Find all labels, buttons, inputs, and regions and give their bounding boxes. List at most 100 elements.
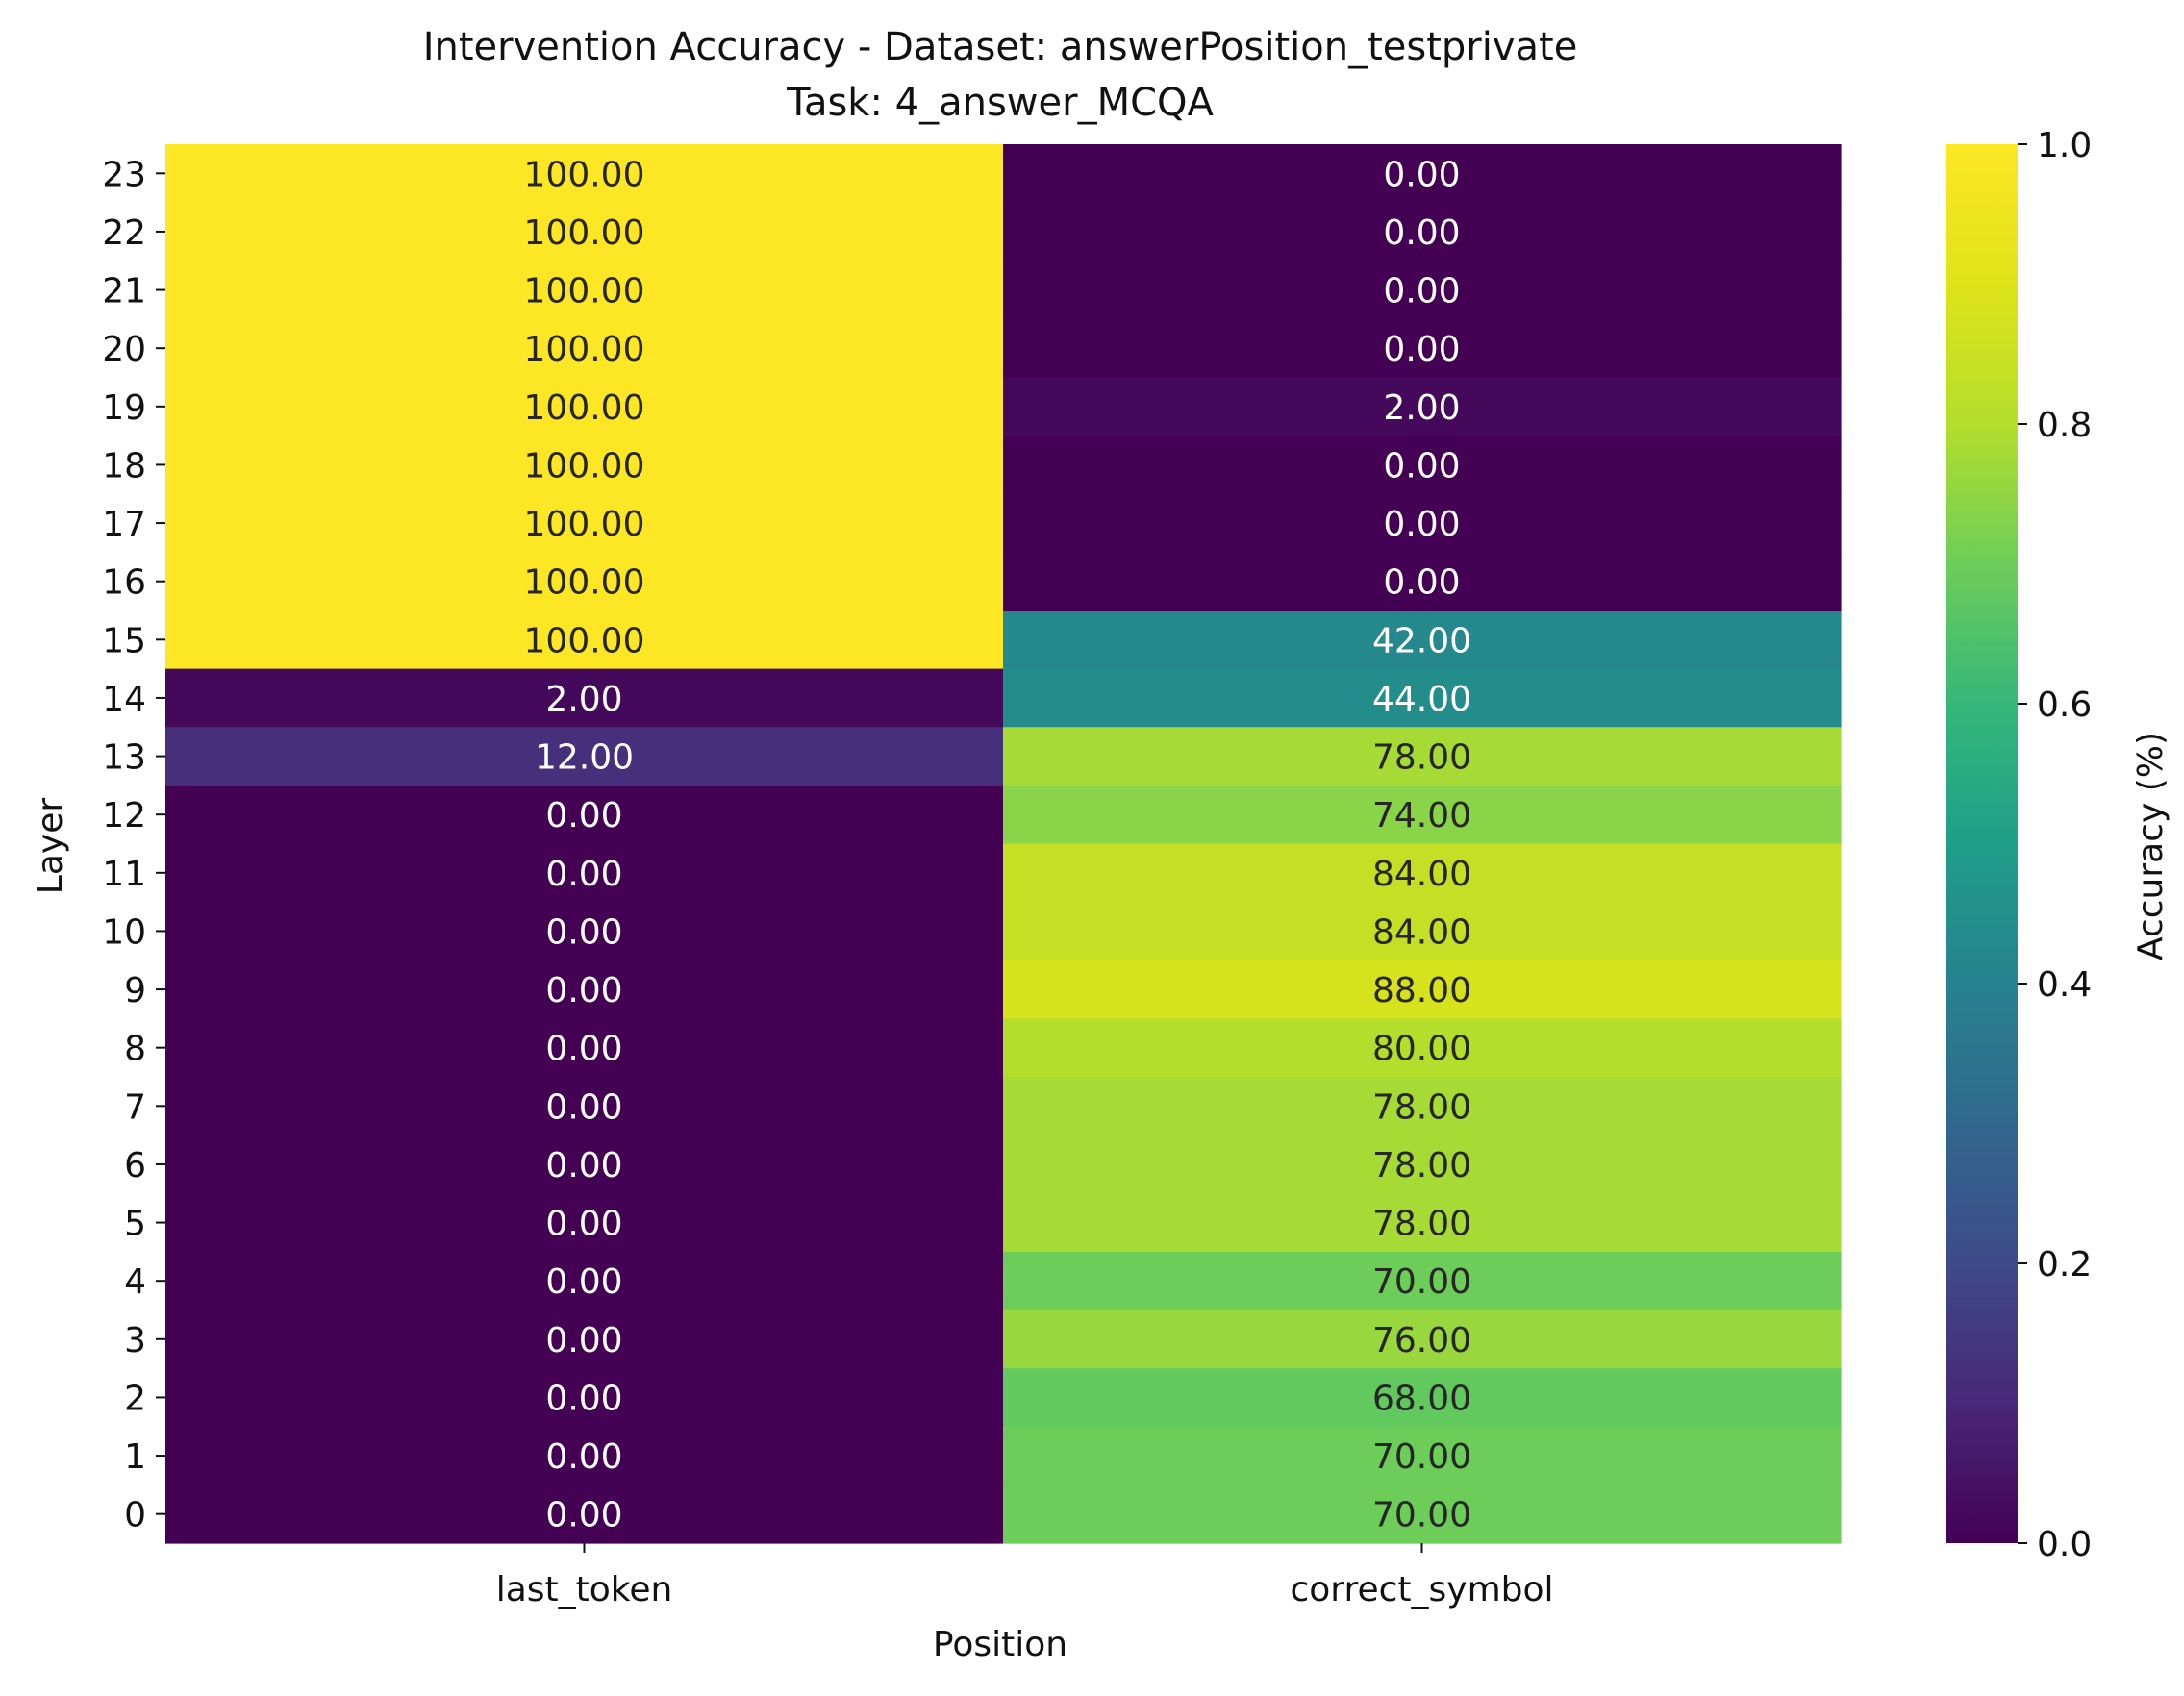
colorbar-label: Accuracy (%) [2131, 732, 2171, 960]
colorbar-tick-label: 1.0 [2037, 126, 2092, 165]
cell-value-label: 0.00 [545, 1146, 622, 1185]
heatmap-cell [165, 785, 1004, 845]
heatmap-cell [165, 1251, 1004, 1311]
cell-value-label: 100.00 [524, 446, 645, 486]
heatmap-cell [1003, 611, 1842, 670]
cell-value-label: 44.00 [1372, 680, 1471, 719]
cell-value-label: 100.00 [524, 388, 645, 428]
y-tick-label: 16 [102, 563, 146, 603]
heatmap-cell [165, 552, 1004, 611]
cell-value-label: 100.00 [524, 330, 645, 369]
heatmap-cell [1003, 960, 1842, 1019]
cell-value-label: 0.00 [1383, 563, 1460, 603]
cell-value-label: 0.00 [545, 1030, 622, 1069]
colorbar-gradient [1946, 144, 2018, 1543]
heatmap-cell [1003, 436, 1842, 495]
cell-value-label: 0.00 [545, 1437, 622, 1477]
heatmap-cell [165, 668, 1004, 728]
colorbar-tick-label: 0.8 [2037, 406, 2092, 445]
y-tick-label: 2 [124, 1379, 146, 1418]
cell-value-label: 100.00 [524, 155, 645, 194]
heatmap-cell [1003, 493, 1842, 553]
heatmap-cell [1003, 668, 1842, 728]
y-tick-label: 4 [124, 1262, 146, 1302]
y-tick-label: 11 [102, 855, 146, 894]
heatmap-cell [165, 611, 1004, 670]
colorbar: 0.0 0.2 0.4 0.6 0.8 1.0 [1946, 126, 2092, 1564]
cell-value-label: 0.00 [545, 1496, 622, 1535]
colorbar-tick-label: 0.0 [2037, 1525, 2092, 1564]
cell-value-label: 100.00 [524, 272, 645, 312]
heatmap-cell [165, 493, 1004, 553]
y-tick-label: 22 [102, 213, 146, 253]
y-tick-label: 15 [102, 621, 146, 661]
cell-value-label: 2.00 [1383, 388, 1460, 428]
cell-value-label: 0.00 [1383, 330, 1460, 369]
cell-value-label: 70.00 [1372, 1262, 1471, 1302]
chart-subtitle: Task: 4_answer_MCQA [786, 81, 1214, 125]
colorbar-tick-label: 0.4 [2037, 965, 2092, 1005]
heatmap-cell [1003, 377, 1842, 436]
y-tick-label: 5 [124, 1205, 146, 1244]
heatmap-cell [1003, 1484, 1842, 1544]
y-tick-label: 21 [102, 272, 146, 312]
cell-value-label: 100.00 [524, 621, 645, 661]
heatmap-cell [165, 1018, 1004, 1078]
cell-value-label: 80.00 [1372, 1030, 1471, 1069]
heatmap-cell [165, 377, 1004, 436]
cell-value-label: 84.00 [1372, 912, 1471, 952]
x-axis-label: Position [933, 1625, 1067, 1664]
cell-value-label: 0.00 [1383, 155, 1460, 194]
heatmap-cell [165, 960, 1004, 1019]
cell-value-label: 78.00 [1372, 1146, 1471, 1185]
heatmap-cell [1003, 552, 1842, 611]
cell-value-label: 100.00 [524, 563, 645, 603]
heatmap-cell [1003, 144, 1842, 204]
heatmap-cell [1003, 261, 1842, 320]
cell-value-label: 70.00 [1372, 1437, 1471, 1477]
y-tick-label: 20 [102, 330, 146, 369]
cell-value-label: 0.00 [545, 912, 622, 952]
chart-title: Intervention Accuracy - Dataset: answerP… [423, 25, 1578, 69]
cell-value-label: 68.00 [1372, 1379, 1471, 1418]
heatmap-cell [1003, 727, 1842, 786]
y-tick-label: 7 [124, 1087, 146, 1127]
heatmap-cell [165, 727, 1004, 786]
heatmap-cell [165, 202, 1004, 262]
cell-value-label: 0.00 [1383, 446, 1460, 486]
y-tick-label: 3 [124, 1321, 146, 1360]
cell-value-label: 0.00 [545, 1379, 622, 1418]
heatmap-cell [1003, 1018, 1842, 1078]
heatmap-cell [1003, 1426, 1842, 1485]
y-tick-label: 23 [102, 155, 146, 194]
heatmap-cell [1003, 1251, 1842, 1311]
cell-value-label: 0.00 [545, 855, 622, 894]
heatmap-cell [165, 1426, 1004, 1485]
cell-value-label: 74.00 [1372, 796, 1471, 836]
heatmap-cell [165, 1484, 1004, 1544]
heatmap-cell [165, 144, 1004, 204]
heatmap-cell [1003, 1309, 1842, 1369]
heatmap-cell [165, 261, 1004, 320]
cell-value-label: 0.00 [545, 1321, 622, 1360]
heatmap-cell-labels: 100.00 0.00 100.00 0.00 100.00 0.00 100.00 0.00… [524, 155, 1472, 1534]
heatmap-cell [1003, 1368, 1842, 1428]
y-tick-label: 18 [102, 446, 146, 486]
cell-value-label: 78.00 [1372, 1205, 1471, 1244]
cell-value-label: 0.00 [545, 1205, 622, 1244]
cell-value-label: 12.00 [535, 738, 634, 778]
y-tick-label: 10 [102, 912, 146, 952]
heatmap-cell [1003, 843, 1842, 903]
cell-value-label: 2.00 [545, 680, 622, 719]
cell-value-label: 0.00 [545, 1262, 622, 1302]
cell-value-label: 0.00 [1383, 213, 1460, 253]
y-tick-label: 9 [124, 971, 146, 1010]
heatmap-cell [165, 843, 1004, 903]
heatmap-cell [1003, 1077, 1842, 1136]
y-tick-label: 8 [124, 1030, 146, 1069]
heatmap-cell [1003, 1193, 1842, 1253]
heatmap-cell [165, 902, 1004, 961]
y-tick-label: 14 [102, 680, 146, 719]
y-tick-label: 13 [102, 738, 146, 778]
